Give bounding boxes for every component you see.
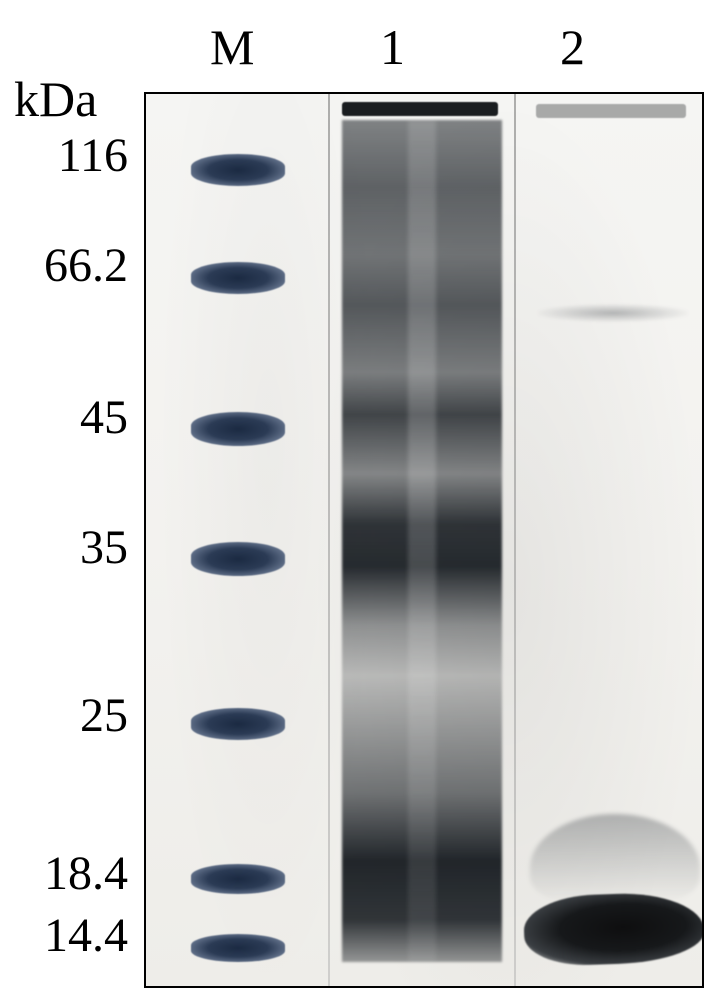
sds-page-gel-figure: kDa M 1 2 116 66.2 45 35 25 18.4 14.4: [0, 0, 715, 1000]
lane2-band-trail: [530, 814, 700, 904]
gel-frame: [144, 92, 704, 988]
marker-band: [191, 864, 285, 894]
lane-header-2: 2: [560, 18, 585, 76]
mw-label: 18.4: [8, 846, 128, 901]
lane-header-1: 1: [380, 18, 405, 76]
marker-band: [191, 262, 285, 294]
lane-divider: [514, 94, 516, 986]
marker-band: [191, 542, 285, 576]
lane-divider: [328, 94, 330, 986]
lane-header-marker: M: [210, 18, 254, 76]
lane2-faint-band: [538, 304, 688, 322]
well-lane2: [536, 104, 686, 118]
mw-label: 25: [8, 688, 128, 743]
mw-label: 45: [8, 390, 128, 445]
marker-band: [191, 154, 285, 186]
mw-label: 116: [8, 128, 128, 183]
marker-band: [191, 934, 285, 962]
marker-band: [191, 708, 285, 740]
lane2-main-band: [523, 891, 704, 967]
well-lane1: [342, 102, 498, 116]
mw-label: 66.2: [8, 238, 128, 293]
lane1-smear: [342, 120, 502, 962]
mw-label: 14.4: [8, 908, 128, 963]
unit-label: kDa: [14, 70, 97, 128]
marker-band: [191, 412, 285, 446]
mw-label: 35: [8, 520, 128, 575]
